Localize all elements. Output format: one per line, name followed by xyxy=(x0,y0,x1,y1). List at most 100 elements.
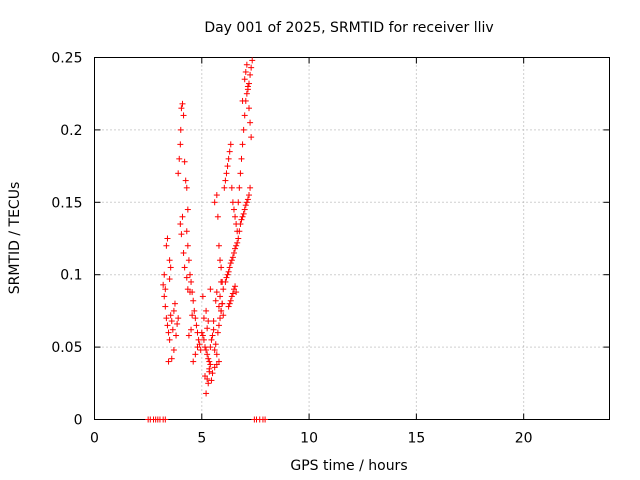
data-point xyxy=(180,249,187,256)
data-point xyxy=(237,221,244,228)
data-point xyxy=(183,228,190,235)
data-point xyxy=(205,380,212,387)
data-point xyxy=(226,300,233,307)
data-point xyxy=(224,271,231,278)
data-point xyxy=(213,351,220,358)
data-point xyxy=(186,271,193,278)
data-point xyxy=(192,315,199,322)
data-point xyxy=(230,206,237,213)
data-point xyxy=(212,341,219,348)
data-point xyxy=(174,320,181,327)
data-point xyxy=(221,184,228,191)
grid-lines xyxy=(94,57,610,420)
data-point xyxy=(205,318,212,325)
data-point xyxy=(220,312,227,319)
data-point xyxy=(235,199,242,206)
data-point xyxy=(184,206,191,213)
data-point xyxy=(246,80,252,87)
data-point xyxy=(177,126,184,133)
data-point xyxy=(171,300,178,307)
data-point xyxy=(184,242,191,249)
data-point xyxy=(213,192,220,199)
y-tick-label: 0.15 xyxy=(51,195,82,211)
data-point xyxy=(222,177,229,184)
data-point xyxy=(193,322,200,329)
data-point xyxy=(238,155,245,162)
data-point xyxy=(197,346,204,353)
data-point xyxy=(167,312,174,319)
chart-title: Day 001 of 2025, SRMTID for receiver lli… xyxy=(204,20,493,36)
data-point xyxy=(210,326,217,333)
data-point xyxy=(164,235,171,242)
data-point xyxy=(223,274,230,281)
data-point xyxy=(246,105,252,112)
data-point xyxy=(248,64,255,71)
data-point xyxy=(249,57,256,64)
data-point xyxy=(227,297,234,304)
data-point xyxy=(177,141,184,148)
data-point xyxy=(164,322,171,329)
data-point xyxy=(183,274,190,281)
data-point xyxy=(190,358,197,365)
data-point xyxy=(229,290,236,297)
data-point xyxy=(162,416,169,423)
data-point xyxy=(188,278,195,285)
data-point xyxy=(239,97,246,104)
data-point xyxy=(173,332,180,339)
data-point xyxy=(200,336,207,343)
data-point xyxy=(213,289,220,296)
data-point xyxy=(165,329,172,336)
data-point xyxy=(224,163,231,170)
data-point xyxy=(241,206,248,213)
data-point xyxy=(248,134,255,141)
data-point xyxy=(223,170,230,177)
data-point xyxy=(203,346,210,353)
data-point xyxy=(185,332,192,339)
y-tick-label: 0.1 xyxy=(60,268,82,284)
data-point xyxy=(232,283,239,290)
y-tick-label: 0.2 xyxy=(60,123,82,139)
data-point xyxy=(215,303,222,310)
data-point xyxy=(194,344,201,351)
data-point xyxy=(217,257,224,264)
data-point xyxy=(161,293,168,300)
data-point xyxy=(211,346,218,353)
data-point xyxy=(209,370,216,377)
data-point xyxy=(161,271,168,278)
data-point xyxy=(160,281,167,288)
data-point xyxy=(162,286,169,293)
x-axis-title: GPS time / hours xyxy=(290,458,407,474)
data-point xyxy=(239,141,246,148)
data-point xyxy=(166,336,173,343)
data-point xyxy=(185,257,192,264)
data-point xyxy=(168,355,175,362)
data-point xyxy=(238,216,245,223)
data-point xyxy=(211,199,218,206)
data-point xyxy=(179,100,186,107)
data-point xyxy=(233,242,240,249)
data-point xyxy=(230,249,237,256)
data-point xyxy=(192,351,199,358)
data-point xyxy=(214,329,221,336)
data-point xyxy=(227,260,234,267)
data-point xyxy=(243,199,250,206)
data-point xyxy=(179,213,186,220)
data-point xyxy=(240,210,247,217)
data-point xyxy=(217,315,224,322)
data-point xyxy=(243,90,250,97)
data-point xyxy=(191,307,198,314)
data-point xyxy=(242,68,249,75)
data-point xyxy=(208,377,215,384)
data-point xyxy=(195,336,202,343)
data-point xyxy=(180,112,187,119)
data-point xyxy=(236,184,243,191)
data-point xyxy=(207,344,214,351)
data-point xyxy=(204,325,211,332)
data-point xyxy=(237,170,244,177)
data-point xyxy=(165,358,172,365)
data-point xyxy=(162,303,169,310)
data-point xyxy=(210,318,217,325)
data-point xyxy=(218,307,225,314)
data-point xyxy=(228,293,235,300)
data-point xyxy=(198,329,205,336)
